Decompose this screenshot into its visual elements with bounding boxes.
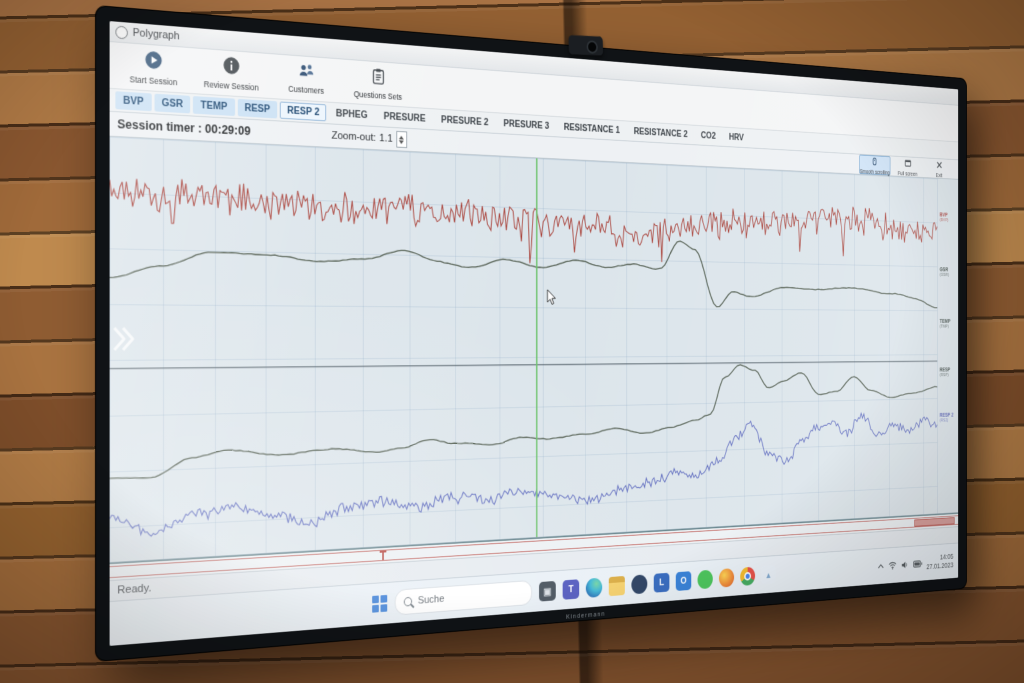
channel-separator-line xyxy=(110,361,938,368)
trace-temp xyxy=(110,363,938,480)
taskbar-search[interactable]: Suche xyxy=(394,579,533,616)
outlook-icon[interactable]: O xyxy=(675,571,692,592)
tab-resistance-2[interactable]: RESISTANCE 2 xyxy=(633,126,688,140)
tray-date: 27.01.2023 xyxy=(926,560,954,571)
exit-icon xyxy=(936,159,943,173)
screen: Polygraph Start Session Review Session Cus… xyxy=(109,21,959,646)
tab-co2[interactable]: CO2 xyxy=(700,130,716,142)
edge-icon[interactable] xyxy=(585,577,603,598)
trace-bvp xyxy=(110,176,938,271)
volume-icon[interactable] xyxy=(901,560,909,569)
play-icon xyxy=(144,50,163,76)
taskbar-app-icons: ▣ T L O ▴ xyxy=(539,565,776,602)
trace-gsr xyxy=(110,225,938,308)
timeline-tick xyxy=(382,550,384,561)
file-explorer-icon[interactable] xyxy=(608,575,625,597)
full-screen-button[interactable]: Full screen xyxy=(893,156,922,177)
zoom-spinner[interactable] xyxy=(395,130,407,149)
webcam xyxy=(568,34,604,56)
tab-resp[interactable]: RESP xyxy=(237,98,278,119)
questions-sets-label: Questions Sets xyxy=(353,88,403,102)
customers-label: Customers xyxy=(288,83,325,96)
channel-label-bvp: BVP (BVP) xyxy=(939,212,949,223)
tray-clock[interactable]: 14:05 27.01.2023 xyxy=(926,552,953,571)
l-app-icon[interactable]: L xyxy=(653,572,670,593)
teams-icon[interactable]: T xyxy=(562,579,580,600)
mouse-cursor-icon xyxy=(546,289,556,306)
start-session-label: Start Session xyxy=(129,74,178,88)
tab-hrv[interactable]: HRV xyxy=(728,132,744,143)
tab-presure[interactable]: PRESURE xyxy=(383,110,426,125)
window-title: Polygraph xyxy=(132,26,180,43)
whatsapp-icon[interactable] xyxy=(697,569,713,590)
time-cursor-line[interactable] xyxy=(535,158,538,538)
questions-sets-button[interactable]: Questions Sets xyxy=(344,61,411,105)
customers-button[interactable]: Customers xyxy=(271,56,341,101)
chart-wrap: BVP (BVP) GSR (GSR) TEMP (TMP) RESP (RSP) RESP 2… xyxy=(109,136,959,564)
tab-bpheg[interactable]: BPHEG xyxy=(335,107,368,121)
status-text: Ready. xyxy=(117,582,152,597)
zoom-out-value: 1.1 xyxy=(379,132,393,145)
wifi-icon[interactable] xyxy=(889,561,897,570)
chrome-icon[interactable] xyxy=(740,566,756,587)
review-session-label: Review Session xyxy=(203,79,259,93)
toolbar: Start Session Review Session Customers Ques… xyxy=(109,42,959,143)
channel-label-column: BVP (BVP) GSR (GSR) TEMP (TMP) RESP (RSP) RESP 2… xyxy=(937,178,959,514)
system-tray: 14:05 27.01.2023 xyxy=(877,544,953,584)
smooth-icon xyxy=(871,155,878,170)
waveform-traces xyxy=(110,137,938,563)
photos-icon[interactable]: ▴ xyxy=(761,565,776,585)
app-logo-icon xyxy=(115,25,128,39)
task-view-icon[interactable]: ▣ xyxy=(539,580,556,602)
spinner-up-icon[interactable] xyxy=(398,132,404,140)
tab-temp[interactable]: TEMP xyxy=(193,96,235,117)
smooth-scrolling-button[interactable]: Smooth scrolling xyxy=(859,154,891,176)
zoom-out-label: Zoom-out: xyxy=(331,130,376,144)
search-placeholder: Suche xyxy=(417,593,445,607)
review-session-button[interactable]: Review Session xyxy=(195,50,268,96)
chart-area[interactable] xyxy=(109,136,938,563)
info-icon xyxy=(222,55,240,80)
fullscreen-icon xyxy=(904,157,911,172)
tab-bvp[interactable]: BVP xyxy=(115,91,152,112)
channel-label-temp: TEMP (TMP) xyxy=(939,319,951,330)
webcam-lens-icon xyxy=(586,40,598,54)
tab-resp-2[interactable]: RESP 2 xyxy=(279,101,327,122)
tv-display: Polygraph Start Session Review Session Cus… xyxy=(96,6,967,661)
channel-label-resp-2: RESP 2 (RS2) xyxy=(939,412,954,424)
zoom-out-control[interactable]: Zoom-out: 1.1 xyxy=(331,127,407,149)
tab-presure-3[interactable]: PRESURE 3 xyxy=(503,118,550,132)
channel-label-resp: RESP (RSP) xyxy=(939,367,951,379)
trace-resp-2 xyxy=(110,411,938,538)
windows-start-button[interactable] xyxy=(372,594,388,613)
tab-resistance-1[interactable]: RESISTANCE 1 xyxy=(563,121,620,136)
session-timer: Session timer : 00:29:09 xyxy=(117,117,251,139)
search-icon xyxy=(403,596,413,607)
people-icon xyxy=(297,62,315,85)
panel-expander-chevron-icon[interactable] xyxy=(112,324,137,354)
spinner-down-icon[interactable] xyxy=(398,139,404,147)
firefox-icon[interactable] xyxy=(718,568,735,588)
tray-chevron-up-icon[interactable] xyxy=(877,563,884,570)
tab-presure-2[interactable]: PRESURE 2 xyxy=(440,114,489,129)
exit-button[interactable]: Exit xyxy=(925,158,954,178)
start-session-button[interactable]: Start Session xyxy=(115,44,191,91)
channel-label-gsr: GSR (GSR) xyxy=(939,267,949,278)
clipboard-icon xyxy=(371,67,385,90)
battery-icon[interactable] xyxy=(913,560,922,568)
tab-gsr[interactable]: GSR xyxy=(154,93,191,114)
steam-icon[interactable] xyxy=(631,574,648,595)
